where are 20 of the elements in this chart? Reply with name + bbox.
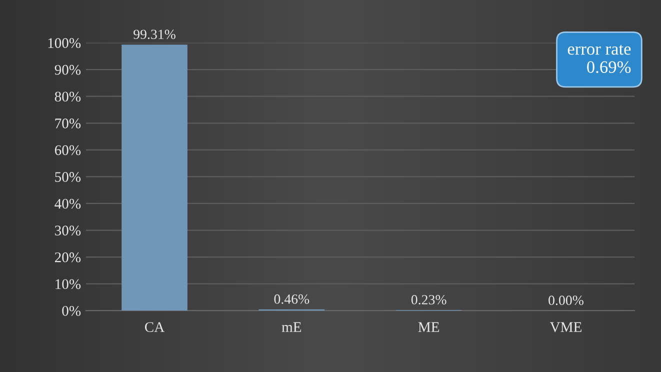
y-tick-label: 100% bbox=[48, 38, 81, 48]
annotation: error rate 0.69% bbox=[568, 44, 631, 74]
x-tick-label: CA bbox=[144, 322, 165, 332]
y-tick-label: 20% bbox=[54, 252, 81, 262]
data-label: 0.46% bbox=[274, 294, 310, 304]
x-tick-label: ME bbox=[418, 322, 440, 332]
data-label: 0.00% bbox=[548, 296, 584, 306]
y-tick-label: 0% bbox=[62, 306, 81, 316]
x-tick-label: VME bbox=[550, 322, 582, 332]
data-label: 99.31% bbox=[134, 30, 176, 40]
y-tick-label: 50% bbox=[55, 172, 81, 182]
y-tick-label: 70% bbox=[55, 118, 81, 128]
x-tick-label: mE bbox=[282, 322, 302, 332]
y-tick-label: 80% bbox=[54, 92, 81, 102]
data-label: 0.23% bbox=[411, 295, 446, 304]
y-tick-label: 60% bbox=[54, 145, 81, 156]
y-tick-label: 10% bbox=[56, 279, 81, 290]
y-tick-label: 30% bbox=[55, 226, 81, 236]
y-tick-label: 40% bbox=[54, 198, 81, 209]
y-tick-label: 90% bbox=[54, 64, 81, 75]
